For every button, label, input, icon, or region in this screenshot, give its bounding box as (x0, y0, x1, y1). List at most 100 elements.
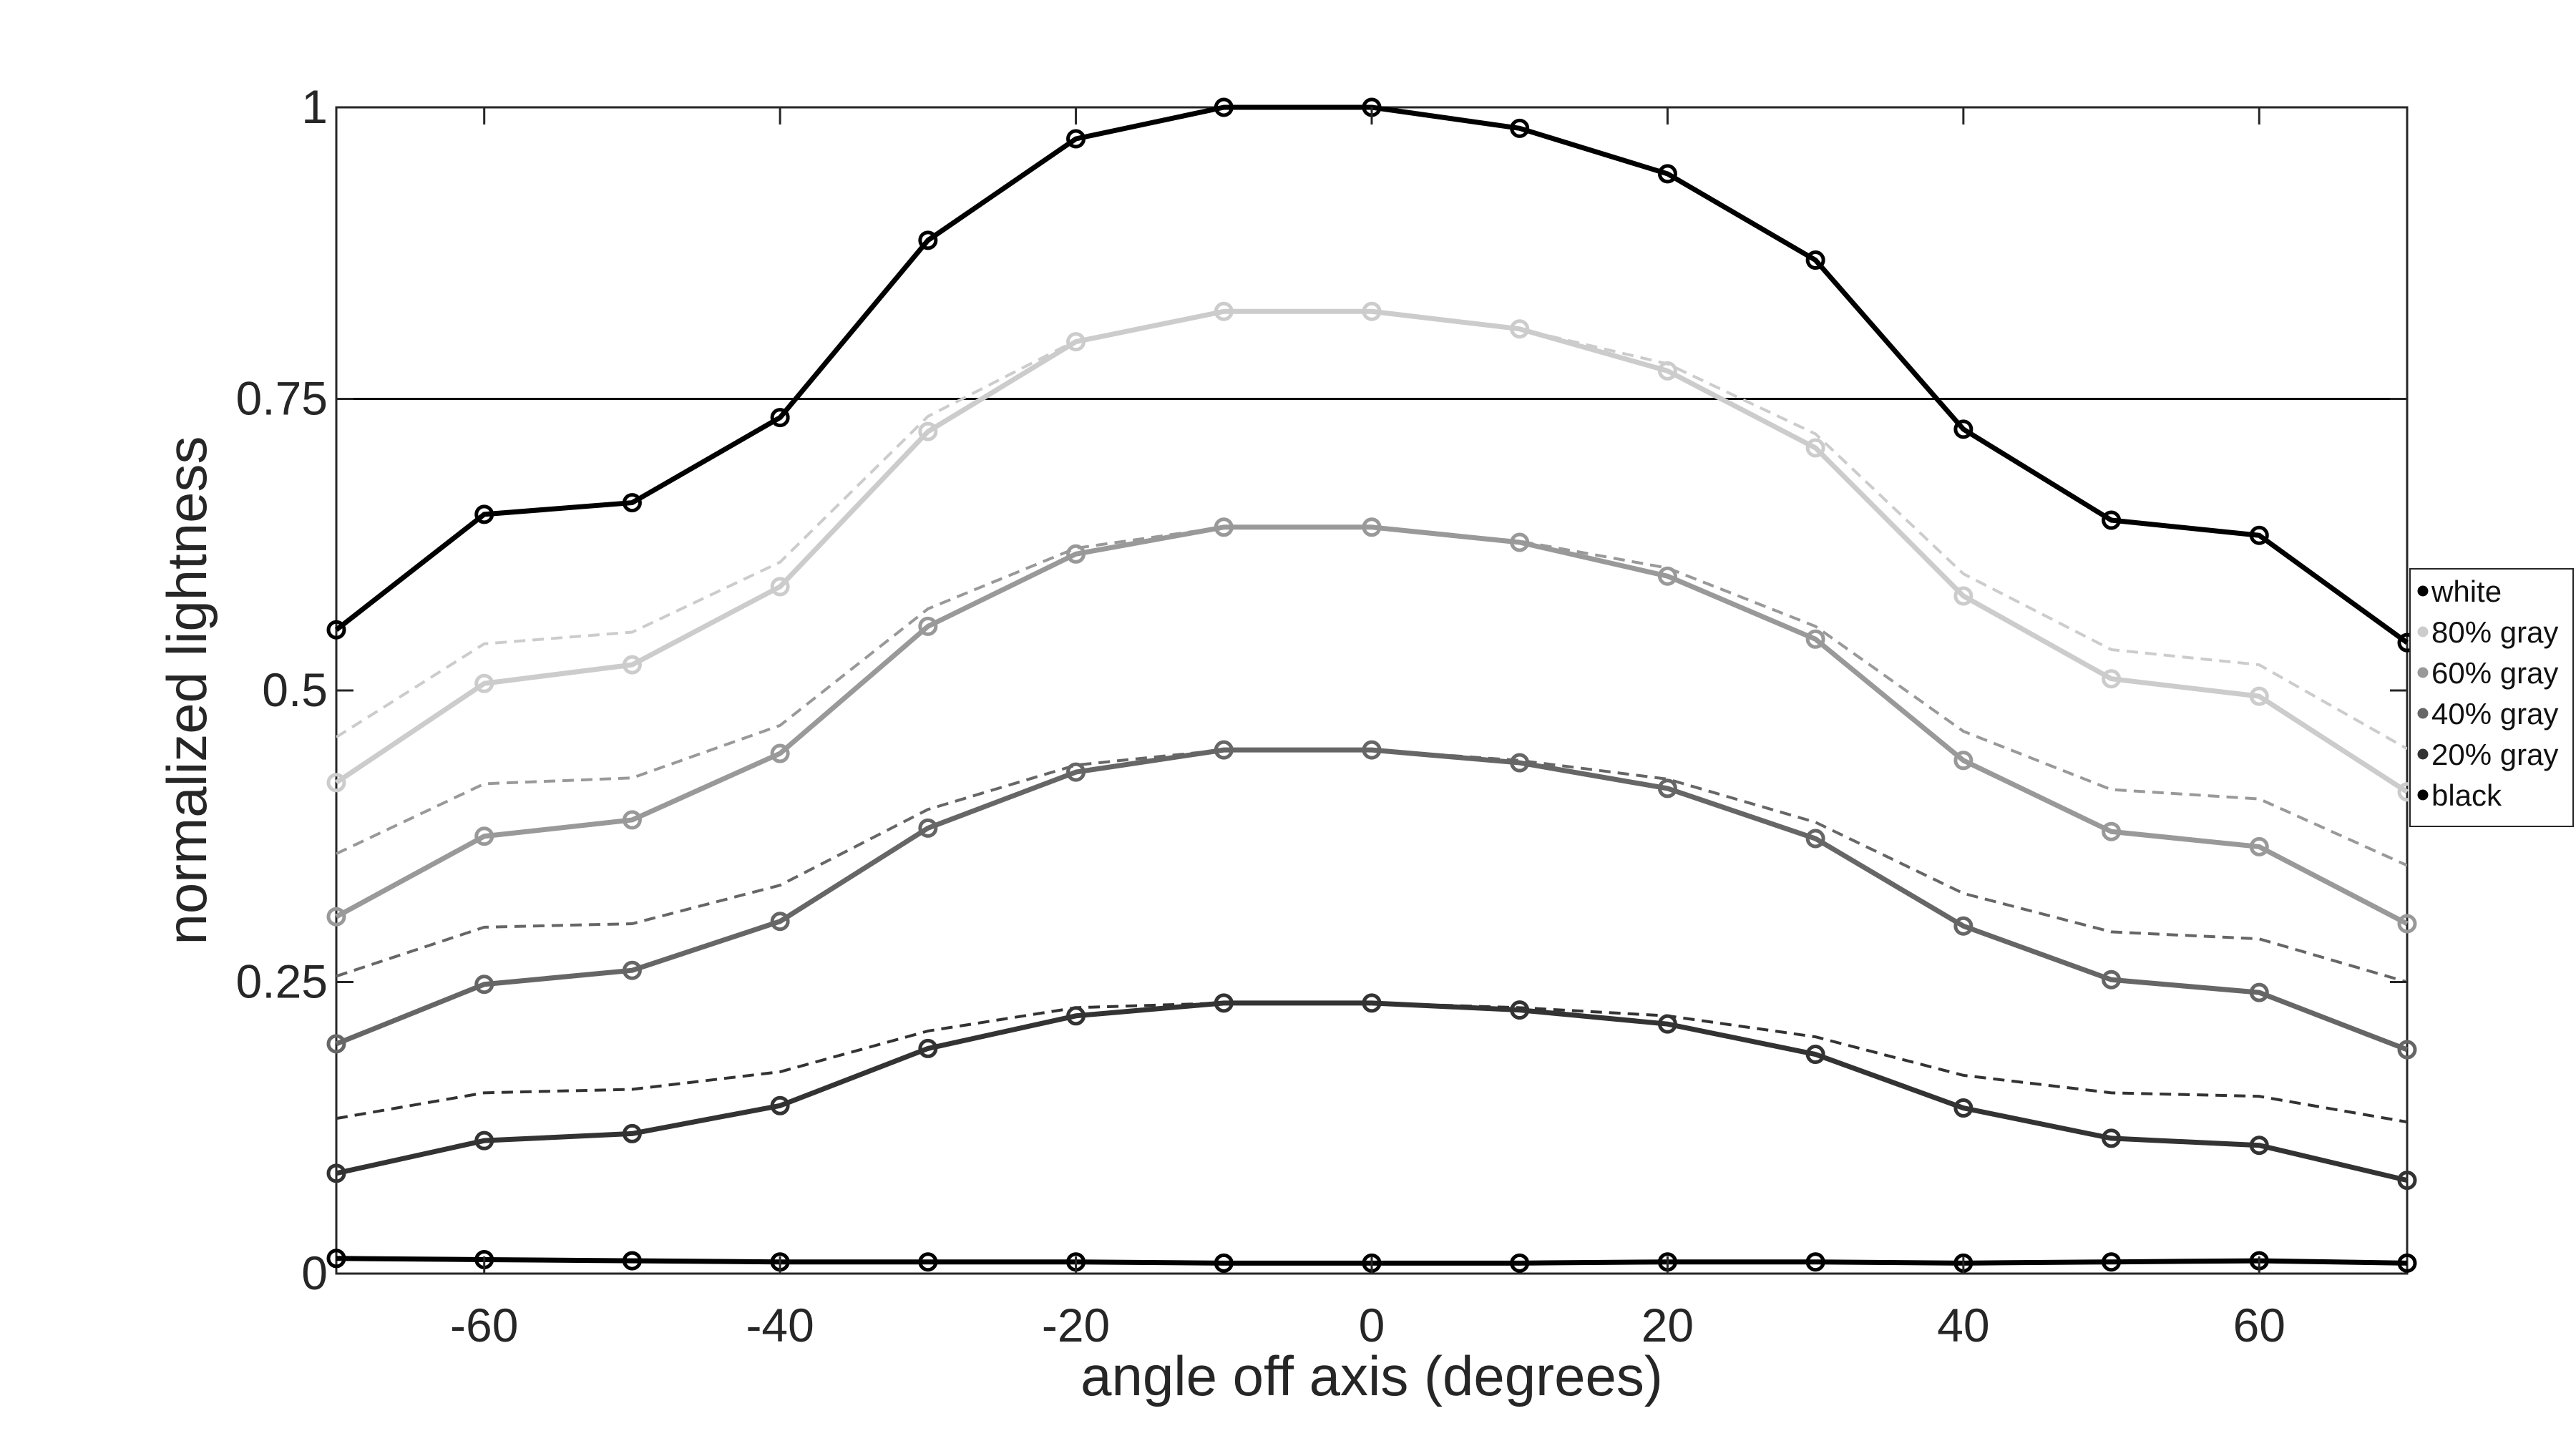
y-tick-label: 0 (301, 1246, 328, 1299)
legend-marker-60pct-gray (2417, 667, 2429, 678)
data-point-40pct-gray (918, 818, 938, 838)
data-point-40pct-gray (1362, 740, 1382, 760)
data-point-60pct-gray (1657, 566, 1677, 586)
data-point-20pct-gray (770, 1095, 790, 1115)
data-point-60pct-gray (1362, 517, 1382, 537)
data-point-white (1953, 419, 1974, 439)
y-axis-title: normalized lightness (155, 436, 218, 944)
y-tick-label: 0.5 (262, 663, 328, 716)
legend-box (2409, 568, 2574, 827)
data-point-20pct-gray (1214, 993, 1234, 1013)
data-point-40pct-gray (1510, 753, 1530, 773)
x-tick-label: 20 (1641, 1299, 1694, 1352)
data-point-black (2397, 1253, 2417, 1273)
data-point-20pct-gray (2102, 1128, 2122, 1148)
data-point-40pct-gray (2102, 970, 2122, 990)
data-point-80pct-gray (326, 773, 346, 793)
data-point-60pct-gray (918, 616, 938, 636)
data-point-20pct-gray (1805, 1045, 1825, 1065)
data-point-80pct-gray (1953, 586, 1974, 606)
data-point-20pct-gray (2397, 1171, 2417, 1191)
data-point-40pct-gray (1657, 778, 1677, 798)
data-point-80pct-gray (1066, 332, 1086, 352)
data-point-60pct-gray (1214, 517, 1234, 537)
data-point-black (2102, 1252, 2122, 1272)
data-point-80pct-gray (770, 577, 790, 597)
data-point-60pct-gray (1953, 751, 1974, 771)
data-point-60pct-gray (2249, 836, 2269, 856)
data-point-white (918, 230, 938, 250)
legend-label-80pct-gray: 80% gray (2431, 615, 2558, 649)
data-point-60pct-gray (1066, 544, 1086, 564)
x-tick-label: -20 (1042, 1299, 1110, 1352)
data-point-40pct-gray (770, 912, 790, 932)
data-point-80pct-gray (622, 655, 642, 675)
x-axis-title: angle off axis (degrees) (1080, 1344, 1663, 1407)
data-point-20pct-gray (622, 1123, 642, 1143)
tick-layer: -60 -40 -20 0 20 40 60 0 0.25 0.5 0.75 1 (236, 80, 2407, 1352)
data-point-white (1510, 118, 1530, 138)
data-point-white (1805, 250, 1825, 270)
series-20pct-gray (326, 993, 2417, 1191)
legend-marker-40pct-gray (2417, 708, 2429, 719)
data-point-40pct-gray (1214, 740, 1234, 760)
series-60pct-gray (326, 517, 2417, 934)
legend-label-40pct-gray: 40% gray (2431, 697, 2558, 731)
legend-label-black: black (2431, 778, 2502, 812)
data-point-20pct-gray (326, 1163, 346, 1183)
data-point-black (622, 1251, 642, 1271)
data-point-20pct-gray (1953, 1098, 1974, 1118)
data-point-40pct-gray (1953, 916, 1974, 936)
data-point-white (1657, 164, 1677, 184)
data-point-80pct-gray (2102, 669, 2122, 689)
data-point-20pct-gray (474, 1130, 494, 1151)
legend-marker-black (2417, 789, 2429, 801)
reference-curve-40pct-gray (336, 748, 2407, 984)
data-point-60pct-gray (622, 810, 642, 830)
data-point-white (770, 408, 790, 428)
reference-curve-60pct-gray (336, 525, 2407, 867)
series-line-20pct-gray (336, 1000, 2408, 1183)
data-point-white (1214, 97, 1234, 117)
legend: white 80% gray 60% gray 40% gray 20% gray bla… (2409, 568, 2574, 827)
legend-marker-20pct-gray (2417, 748, 2429, 760)
series-80pct-gray (326, 301, 2417, 802)
data-point-60pct-gray (770, 743, 790, 763)
x-tick-label: -40 (746, 1299, 814, 1352)
data-point-40pct-gray (474, 975, 494, 995)
data-point-40pct-gray (1066, 762, 1086, 782)
data-point-60pct-gray (2397, 914, 2417, 934)
legend-label-20pct-gray: 20% gray (2431, 738, 2558, 771)
data-point-white (474, 504, 494, 524)
data-point-20pct-gray (1510, 1000, 1530, 1020)
data-point-80pct-gray (1657, 361, 1677, 381)
data-point-80pct-gray (918, 421, 938, 441)
data-point-black (326, 1249, 346, 1269)
x-tick-label: 40 (1937, 1299, 1989, 1352)
data-point-40pct-gray (326, 1034, 346, 1054)
x-tick-label: 60 (2233, 1299, 2285, 1352)
data-point-20pct-gray (1657, 1014, 1677, 1034)
data-point-60pct-gray (2102, 821, 2122, 841)
x-tick-label: -60 (450, 1299, 518, 1352)
legend-marker-80pct-gray (2417, 626, 2429, 638)
plot-area (335, 106, 2409, 1275)
data-point-40pct-gray (2249, 982, 2269, 1002)
data-point-20pct-gray (1362, 993, 1382, 1013)
data-point-80pct-gray (474, 673, 494, 693)
data-point-40pct-gray (1805, 829, 1825, 849)
x-tick-label: 0 (1359, 1299, 1385, 1352)
data-point-white (622, 493, 642, 513)
legend-label-60pct-gray: 60% gray (2431, 656, 2558, 690)
data-point-80pct-gray (1510, 319, 1530, 339)
data-point-white (326, 620, 346, 640)
data-point-60pct-gray (474, 826, 494, 846)
series-line-40pct-gray (335, 747, 2409, 1053)
data-point-80pct-gray (1362, 301, 1382, 321)
data-point-black (1214, 1253, 1234, 1273)
data-point-white (2102, 510, 2122, 530)
data-point-80pct-gray (2249, 686, 2269, 706)
legend-label-white: white (2431, 575, 2502, 608)
series-line-80pct-gray (335, 308, 2409, 794)
